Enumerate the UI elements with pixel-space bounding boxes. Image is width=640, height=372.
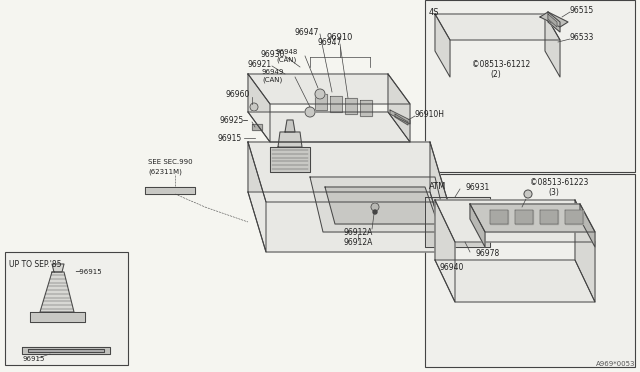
Polygon shape — [145, 187, 195, 194]
Text: (CAN): (CAN) — [276, 57, 296, 63]
Circle shape — [250, 103, 258, 111]
Polygon shape — [388, 74, 410, 142]
Polygon shape — [548, 12, 560, 32]
Polygon shape — [252, 124, 262, 130]
Text: UP TO SEP.'85: UP TO SEP.'85 — [9, 260, 61, 269]
Text: 96912A: 96912A — [343, 237, 372, 247]
Text: 96978: 96978 — [476, 250, 500, 259]
Polygon shape — [360, 100, 372, 116]
Circle shape — [373, 210, 377, 214]
Polygon shape — [575, 200, 595, 302]
Polygon shape — [248, 142, 266, 252]
Polygon shape — [40, 272, 74, 312]
Polygon shape — [248, 74, 270, 142]
Text: ATM: ATM — [429, 182, 446, 191]
Text: 96940: 96940 — [440, 263, 465, 272]
Polygon shape — [545, 14, 560, 77]
Polygon shape — [490, 210, 508, 224]
Polygon shape — [515, 210, 533, 224]
Polygon shape — [395, 114, 408, 125]
Circle shape — [305, 107, 315, 117]
Text: ©08513-61212: ©08513-61212 — [472, 60, 531, 68]
Text: 96930: 96930 — [260, 49, 285, 58]
Polygon shape — [285, 120, 295, 132]
Bar — [425, 0, 635, 172]
Polygon shape — [540, 210, 558, 224]
Polygon shape — [430, 142, 448, 252]
Polygon shape — [470, 204, 485, 247]
Polygon shape — [28, 349, 104, 352]
Polygon shape — [52, 264, 64, 272]
Polygon shape — [315, 94, 327, 110]
Text: 96910: 96910 — [327, 33, 353, 42]
Polygon shape — [248, 142, 448, 202]
Polygon shape — [330, 96, 342, 112]
Bar — [5, 252, 128, 365]
Polygon shape — [248, 74, 410, 104]
Text: (62311M): (62311M) — [148, 169, 182, 175]
Text: SEE SEC.990: SEE SEC.990 — [148, 159, 193, 165]
Polygon shape — [435, 260, 595, 302]
Polygon shape — [565, 210, 583, 224]
Text: 96921: 96921 — [248, 60, 272, 68]
Polygon shape — [325, 187, 438, 224]
Text: 96949: 96949 — [262, 69, 284, 75]
Text: 96915: 96915 — [218, 134, 242, 142]
Polygon shape — [390, 110, 410, 124]
Polygon shape — [425, 197, 490, 247]
Polygon shape — [248, 192, 448, 252]
Polygon shape — [435, 200, 595, 242]
Circle shape — [371, 203, 379, 211]
Text: 96947: 96947 — [295, 28, 319, 36]
Polygon shape — [22, 347, 110, 354]
Text: 96910H: 96910H — [415, 109, 445, 119]
Polygon shape — [435, 14, 450, 77]
Text: A969*0053: A969*0053 — [595, 361, 635, 367]
Text: 96915: 96915 — [22, 356, 44, 362]
Polygon shape — [580, 204, 595, 247]
Polygon shape — [548, 14, 557, 27]
Polygon shape — [345, 98, 357, 114]
Bar — [425, 174, 635, 367]
Text: 96925─: 96925─ — [219, 115, 248, 125]
Circle shape — [315, 89, 325, 99]
Polygon shape — [435, 200, 455, 302]
Polygon shape — [435, 14, 560, 40]
Text: 96912A: 96912A — [343, 228, 372, 237]
Text: (2): (2) — [490, 70, 500, 78]
Text: 96931: 96931 — [466, 183, 490, 192]
Circle shape — [524, 190, 532, 198]
Polygon shape — [270, 147, 310, 172]
Polygon shape — [540, 12, 568, 27]
Text: (CAN): (CAN) — [262, 77, 282, 83]
Text: 96948: 96948 — [276, 49, 298, 55]
Polygon shape — [248, 112, 410, 142]
Text: 4S: 4S — [429, 8, 440, 17]
Text: ─96915: ─96915 — [75, 269, 102, 275]
Polygon shape — [470, 204, 595, 232]
Text: 96533: 96533 — [570, 32, 595, 42]
Polygon shape — [30, 312, 85, 322]
Text: 96960: 96960 — [226, 90, 250, 99]
Text: (3): (3) — [548, 187, 559, 196]
Polygon shape — [310, 177, 448, 232]
Text: 96515: 96515 — [570, 6, 595, 15]
Text: ©08513-61223: ©08513-61223 — [530, 177, 588, 186]
Polygon shape — [278, 132, 302, 147]
Text: 96947: 96947 — [318, 38, 342, 46]
